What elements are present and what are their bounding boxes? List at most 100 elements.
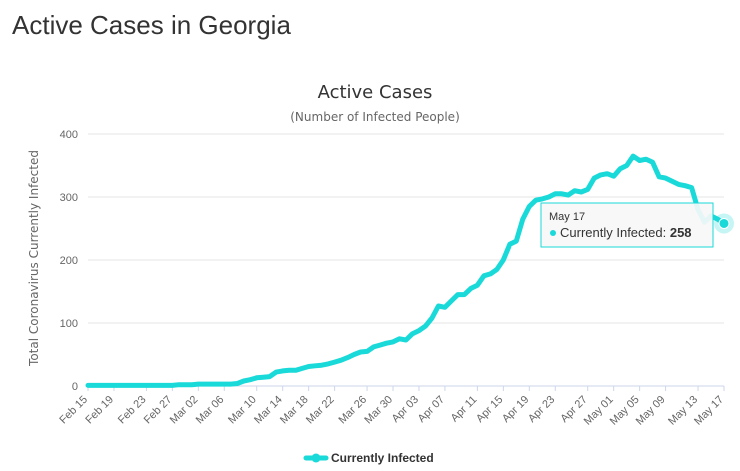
data-point[interactable] [638, 158, 642, 162]
data-point[interactable] [287, 368, 291, 372]
data-point[interactable] [631, 154, 635, 158]
data-point[interactable] [534, 198, 538, 202]
data-point[interactable] [449, 299, 453, 303]
data-point[interactable] [326, 362, 330, 366]
data-point[interactable] [501, 258, 505, 262]
data-point[interactable] [482, 274, 486, 278]
data-point[interactable] [573, 189, 577, 193]
data-point[interactable] [618, 167, 622, 171]
data-point[interactable] [131, 383, 135, 387]
data-point[interactable] [378, 343, 382, 347]
data-point[interactable] [391, 340, 395, 344]
data-point[interactable] [86, 383, 90, 387]
data-point[interactable] [456, 293, 460, 297]
data-point[interactable] [255, 376, 259, 380]
data-point[interactable] [164, 383, 168, 387]
data-point[interactable] [488, 272, 492, 276]
data-point[interactable] [118, 383, 122, 387]
data-point[interactable] [294, 368, 298, 372]
data-point[interactable] [320, 363, 324, 367]
data-point[interactable] [462, 293, 466, 297]
data-point[interactable] [261, 375, 265, 379]
data-point[interactable] [170, 383, 174, 387]
data-point[interactable] [553, 192, 557, 196]
data-point[interactable] [579, 190, 583, 194]
data-point[interactable] [248, 378, 252, 382]
data-point[interactable] [352, 353, 356, 357]
data-point[interactable] [385, 341, 389, 345]
data-point[interactable] [307, 364, 311, 368]
data-point[interactable] [430, 316, 434, 320]
data-point[interactable] [92, 383, 96, 387]
data-point[interactable] [540, 197, 544, 201]
data-point[interactable] [339, 358, 343, 362]
data-point[interactable] [547, 195, 551, 199]
data-point[interactable] [612, 174, 616, 178]
data-point[interactable] [229, 382, 233, 386]
data-point[interactable] [644, 157, 648, 161]
data-point[interactable] [527, 204, 531, 208]
data-point[interactable] [222, 382, 226, 386]
data-point[interactable] [333, 360, 337, 364]
legend[interactable]: Currently Infected [303, 451, 434, 465]
data-point[interactable] [508, 242, 512, 246]
data-point[interactable] [469, 286, 473, 290]
data-point[interactable] [677, 182, 681, 186]
data-point[interactable] [670, 179, 674, 183]
x-tick-label: Apr 19 [500, 394, 531, 425]
data-point[interactable] [404, 338, 408, 342]
data-point[interactable] [300, 366, 304, 370]
data-point[interactable] [183, 383, 187, 387]
data-point[interactable] [157, 383, 161, 387]
data-point[interactable] [657, 175, 661, 179]
data-point[interactable] [313, 364, 317, 368]
data-point[interactable] [242, 379, 246, 383]
data-point[interactable] [235, 381, 239, 385]
data-point[interactable] [586, 187, 590, 191]
hover-marker[interactable] [718, 217, 730, 229]
data-point[interactable] [398, 337, 402, 341]
data-point[interactable] [144, 383, 148, 387]
data-point[interactable] [372, 345, 376, 349]
data-point[interactable] [216, 382, 220, 386]
data-point[interactable] [625, 164, 629, 168]
data-point[interactable] [651, 160, 655, 164]
data-point[interactable] [436, 304, 440, 308]
data-point[interactable] [274, 370, 278, 374]
data-point[interactable] [495, 267, 499, 271]
data-point[interactable] [151, 383, 155, 387]
data-point[interactable] [105, 383, 109, 387]
data-point[interactable] [683, 184, 687, 188]
data-point[interactable] [599, 173, 603, 177]
data-point[interactable] [410, 332, 414, 336]
data-point[interactable] [346, 356, 350, 360]
data-point[interactable] [177, 383, 181, 387]
data-point[interactable] [475, 283, 479, 287]
data-point[interactable] [196, 382, 200, 386]
data-point[interactable] [417, 329, 421, 333]
data-point[interactable] [125, 383, 129, 387]
data-point[interactable] [443, 305, 447, 309]
data-point[interactable] [605, 172, 609, 176]
tooltip-bullet [550, 230, 556, 236]
data-point[interactable] [592, 176, 596, 180]
data-point[interactable] [112, 383, 116, 387]
data-point[interactable] [99, 383, 103, 387]
data-point[interactable] [209, 382, 213, 386]
data-point[interactable] [203, 382, 207, 386]
data-point[interactable] [514, 239, 518, 243]
series-line-currently-infected[interactable] [85, 153, 727, 388]
data-point[interactable] [359, 350, 363, 354]
data-point[interactable] [281, 369, 285, 373]
data-point[interactable] [138, 383, 142, 387]
data-point[interactable] [423, 324, 427, 328]
data-point[interactable] [190, 383, 194, 387]
data-point[interactable] [521, 217, 525, 221]
data-point[interactable] [664, 176, 668, 180]
data-point[interactable] [690, 186, 694, 190]
data-point[interactable] [268, 375, 272, 379]
data-point[interactable] [560, 192, 564, 196]
data-point[interactable] [365, 349, 369, 353]
data-point[interactable] [566, 193, 570, 197]
